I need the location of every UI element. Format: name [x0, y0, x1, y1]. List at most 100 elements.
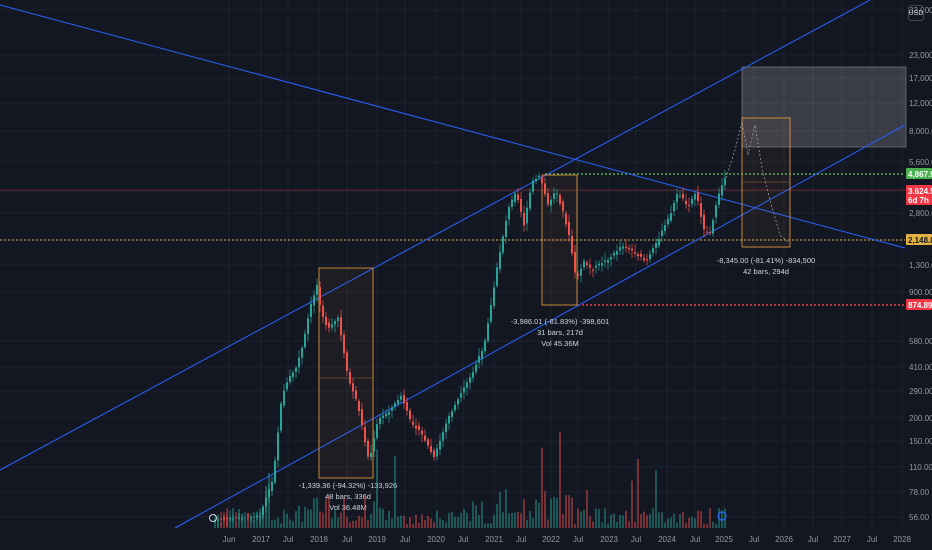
candle-body — [427, 439, 429, 446]
volume-bar — [559, 431, 561, 528]
candle-body — [475, 364, 477, 372]
candle-body — [592, 269, 594, 271]
volume-bar — [292, 520, 294, 528]
x-tick-label: Jul — [573, 535, 583, 544]
volume-bar — [673, 513, 675, 528]
price-tag-label: 6d 7h — [908, 196, 929, 205]
candle-body — [223, 518, 225, 520]
volume-bar — [409, 516, 411, 528]
volume-bar — [553, 496, 555, 528]
candle-body — [334, 321, 336, 325]
volume-bar — [637, 459, 639, 528]
volume-bar — [262, 513, 264, 528]
volume-bar — [307, 508, 309, 528]
candle-body — [499, 252, 501, 270]
candle-body — [544, 183, 546, 195]
x-tick-label: 2027 — [833, 535, 851, 544]
volume-bar — [439, 518, 441, 528]
candle-body — [259, 516, 261, 518]
volume-bar — [517, 511, 519, 528]
volume-bar — [520, 513, 522, 528]
volume-bar — [466, 512, 468, 528]
candle-body — [502, 236, 504, 253]
volume-bar — [394, 455, 396, 528]
volume-bar — [274, 519, 276, 528]
candle-body — [613, 252, 615, 256]
volume-bar — [385, 519, 387, 528]
volume-bar — [538, 502, 540, 528]
candle-body — [337, 317, 339, 322]
candle-body — [634, 252, 636, 254]
candle-body — [313, 295, 315, 306]
candle-body — [565, 213, 567, 225]
candle-body — [457, 399, 459, 405]
x-tick-label: Jul — [867, 535, 877, 544]
y-tick-label: 5,600.00 — [909, 158, 932, 167]
volume-bar — [445, 522, 447, 528]
volume-bar — [349, 522, 351, 528]
candle-body — [481, 350, 483, 360]
candle-body — [298, 357, 300, 368]
volume-bar — [658, 512, 660, 528]
candle-body — [262, 506, 264, 516]
volume-bar — [721, 510, 723, 528]
y-tick-label: 150.00 — [909, 437, 932, 446]
candle-body — [403, 394, 405, 404]
volume-bar — [418, 522, 420, 528]
volume-bar — [496, 503, 498, 528]
currency-button[interactable]: USD — [908, 5, 924, 21]
measure-label: 42 bars, 294d — [743, 267, 789, 276]
x-tick-label: Jul — [690, 535, 700, 544]
volume-bar — [370, 513, 372, 528]
x-tick-label: 2026 — [775, 535, 793, 544]
candle-body — [409, 410, 411, 420]
volume-bar — [280, 523, 282, 528]
volume-bar — [652, 508, 654, 528]
candle-body — [256, 515, 258, 517]
candle-body — [247, 515, 249, 517]
candle-body — [463, 387, 465, 393]
volume-bar — [667, 518, 669, 528]
volume-bar — [367, 520, 369, 528]
candle-body — [289, 376, 291, 383]
trendline-channel-upper — [0, 0, 871, 471]
candle-body — [229, 518, 231, 520]
candle-body — [292, 372, 294, 378]
candle-body — [697, 192, 699, 201]
candle-body — [691, 198, 693, 205]
x-tick-label: 2023 — [600, 535, 618, 544]
y-tick-label: 56.00 — [909, 513, 930, 522]
candle-body — [676, 194, 678, 203]
candle-body — [241, 518, 243, 520]
volume-bar — [499, 492, 501, 528]
volume-bar — [214, 520, 216, 528]
volume-bar — [493, 514, 495, 528]
measure-box — [318, 267, 374, 479]
candle-body — [268, 489, 270, 498]
x-tick-label: Jul — [631, 535, 641, 544]
candle-body — [304, 333, 306, 348]
candle-body — [250, 517, 252, 519]
volume-bar — [343, 498, 345, 528]
volume-bar — [415, 514, 417, 528]
candle-body — [556, 193, 558, 195]
candle-body — [394, 403, 396, 407]
volume-bar — [457, 516, 459, 528]
volume-bar — [577, 508, 579, 528]
candle-body — [295, 367, 297, 372]
x-tick-label: Jul — [342, 535, 352, 544]
volume-bar — [376, 449, 378, 528]
candle-body — [661, 230, 663, 237]
price-tag-label: 4,867.91 — [908, 170, 932, 179]
candle-body — [235, 517, 237, 519]
candle-body — [703, 214, 705, 230]
candle-body — [523, 212, 525, 226]
trendline-descending — [0, 4, 906, 249]
candle-body — [226, 517, 228, 519]
candle-body — [238, 517, 240, 519]
candle-body — [217, 519, 219, 521]
volume-bar — [310, 509, 312, 528]
price-tag-label: 874.89 — [908, 301, 932, 310]
volume-bar — [529, 511, 531, 528]
